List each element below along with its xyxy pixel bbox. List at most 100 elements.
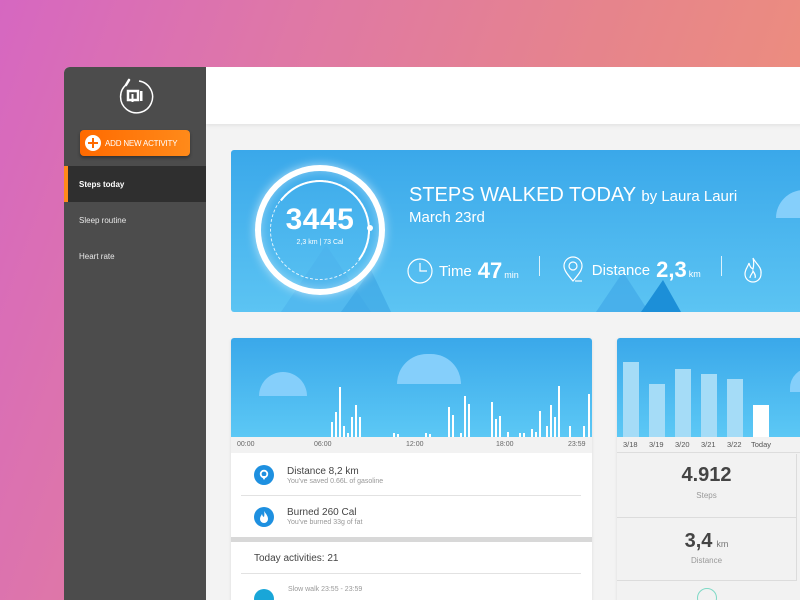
- distance-stat: 3,4 km Distance: [617, 518, 797, 581]
- flame-icon: [254, 506, 274, 527]
- hourly-bar: [569, 426, 571, 437]
- distance-value: 3,4: [684, 530, 713, 552]
- hourly-bar: [343, 426, 345, 437]
- hourly-bar: [523, 433, 525, 437]
- stat-distance: Distance 2,3 km: [560, 256, 701, 284]
- plus-icon: [85, 135, 101, 151]
- steps-count: 3445: [285, 203, 355, 236]
- stat-value: 47: [477, 258, 503, 283]
- hero-author: by Laura Lauri: [641, 188, 738, 205]
- weekly-bar[interactable]: [701, 374, 717, 437]
- today-activities-count: Today activities: 21: [254, 553, 339, 564]
- sidebar: ADD NEW ACTIVITY Steps today Sleep routi…: [64, 67, 206, 600]
- axis-label: Today: [751, 440, 772, 449]
- stat-value: 2,3: [656, 257, 687, 282]
- hourly-axis: 00:00 06:00 12:00 18:00 23:59: [231, 437, 592, 453]
- axis-label: 3/20: [675, 440, 690, 449]
- location-pin-icon: [563, 256, 583, 282]
- hourly-bar: [531, 429, 533, 437]
- hourly-steps-chart: [231, 338, 592, 437]
- hero-title-text: STEPS WALKED TODAY: [409, 184, 636, 206]
- stat-label: Time: [439, 262, 472, 280]
- walking-icon: [254, 589, 274, 600]
- add-button-label: ADD NEW ACTIVITY: [105, 138, 178, 148]
- hero-date: March 23rd: [409, 209, 485, 226]
- divider: [720, 256, 722, 276]
- sidebar-item-label: Sleep routine: [79, 215, 127, 225]
- axis-label: 3/18: [623, 440, 638, 449]
- hourly-bar: [464, 396, 466, 437]
- weekly-bar[interactable]: [675, 369, 691, 437]
- hourly-bar: [554, 417, 556, 437]
- calories-summary-sub: You've burned 33g of fat: [287, 519, 363, 526]
- weekly-bar[interactable]: [623, 362, 639, 437]
- weekly-bar[interactable]: [649, 384, 665, 437]
- hourly-bar: [351, 417, 353, 437]
- hourly-bar: [546, 426, 548, 437]
- axis-label: 3/21: [701, 440, 716, 449]
- sidebar-item-sleep-routine[interactable]: Sleep routine: [64, 202, 206, 238]
- hourly-bar: [558, 386, 560, 437]
- stat-unit: min: [504, 270, 519, 280]
- hourly-bar: [397, 434, 399, 437]
- stat-label: Distance: [591, 261, 651, 279]
- app-window: ADD NEW ACTIVITY Steps today Sleep routi…: [64, 67, 800, 600]
- sidebar-item-label: Heart rate: [79, 251, 115, 261]
- steps-label: Steps: [696, 491, 717, 500]
- section-divider: [231, 537, 592, 542]
- add-new-activity-button[interactable]: ADD NEW ACTIVITY: [80, 130, 190, 156]
- hourly-bar: [425, 433, 427, 437]
- divider: [538, 256, 540, 276]
- axis-label: 3/22: [727, 440, 742, 449]
- ring-progress-dot: [367, 225, 373, 231]
- hero-stats: Time 47 min Distance 2,3 km: [407, 248, 764, 284]
- page-indicator-1[interactable]: [697, 588, 717, 600]
- steps-stat: 4.912 Steps: [617, 454, 797, 518]
- clock-icon: [407, 258, 433, 284]
- hourly-bar: [519, 433, 521, 437]
- distance-summary-title: Distance 8,2 km: [287, 465, 359, 477]
- weekly-steps-chart: [617, 338, 800, 437]
- cloud-decoration: [397, 354, 461, 384]
- daily-activity-card: 00:00 06:00 12:00 18:00 23:59 Distance 8…: [231, 338, 592, 600]
- hourly-bar: [359, 417, 361, 437]
- hourly-bar: [539, 411, 541, 437]
- hourly-bar: [393, 433, 395, 437]
- hourly-bar: [499, 416, 501, 437]
- distance-unit: km: [716, 539, 729, 549]
- flame-icon: [744, 257, 762, 283]
- calories-summary-row[interactable]: Burned 260 Cal You've burned 33g of fat: [241, 496, 581, 537]
- axis-label: 06:00: [314, 441, 332, 448]
- distance-summary-row[interactable]: Distance 8,2 km You've saved 0.66L of ga…: [241, 455, 581, 496]
- hourly-bar: [550, 405, 552, 437]
- axis-label: 12:00: [406, 441, 424, 448]
- sidebar-item-heart-rate[interactable]: Heart rate: [64, 238, 206, 274]
- divider: [241, 573, 581, 574]
- hourly-bar: [460, 433, 462, 437]
- sidebar-item-label: Steps today: [79, 179, 125, 189]
- hourly-bar: [495, 419, 497, 437]
- steps-hero-card: 3445 2,3 km | 73 Cal STEPS WALKED TODAY …: [231, 150, 800, 312]
- mi-logo-icon[interactable]: [115, 76, 155, 116]
- hourly-bar: [491, 402, 493, 437]
- weekly-bar[interactable]: [727, 379, 743, 437]
- steps-progress-ring: 3445 2,3 km | 73 Cal: [255, 165, 385, 295]
- hourly-bar: [452, 415, 454, 437]
- weekly-bar-today[interactable]: [753, 405, 769, 437]
- steps-value: 4.912: [681, 464, 732, 486]
- stat-calories: [742, 256, 764, 284]
- location-pin-icon: [254, 465, 274, 485]
- hero-title: STEPS WALKED TODAY by Laura Lauri: [409, 184, 737, 207]
- axis-label: 23:59: [568, 441, 586, 448]
- hourly-bar: [335, 412, 337, 437]
- activity-item[interactable]: Slow walk 23:55 - 23:59: [288, 586, 363, 593]
- sidebar-nav: Steps today Sleep routine Heart rate: [64, 166, 206, 274]
- stat-time: Time 47 min: [407, 258, 519, 284]
- top-bar: [206, 67, 800, 124]
- hourly-bar: [468, 404, 470, 437]
- hourly-bar: [535, 432, 537, 437]
- sidebar-item-steps-today[interactable]: Steps today: [64, 166, 206, 202]
- distance-summary-sub: You've saved 0.66L of gasoline: [287, 477, 384, 485]
- axis-label: 18:00: [496, 441, 514, 448]
- axis-label: 3/19: [649, 440, 664, 449]
